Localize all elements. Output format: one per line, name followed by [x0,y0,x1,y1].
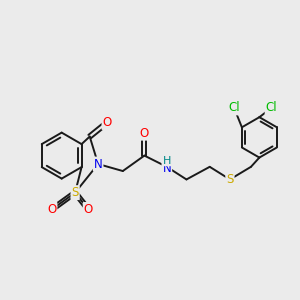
Text: S: S [226,173,234,186]
Text: Cl: Cl [266,101,277,114]
Text: N: N [163,162,171,175]
Text: H: H [163,156,171,166]
Text: O: O [47,203,56,216]
Text: Cl: Cl [228,101,240,114]
Text: O: O [84,203,93,216]
Text: N: N [94,158,103,170]
Text: O: O [140,127,149,140]
Text: O: O [103,116,112,129]
Text: S: S [71,186,79,199]
